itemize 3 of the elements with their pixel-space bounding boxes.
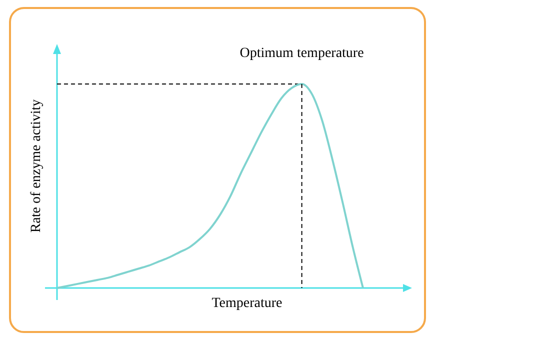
x-axis-title: Temperature	[212, 296, 282, 311]
annotation: Optimum temperature	[240, 46, 364, 61]
y-axis-title: Rate of enzyme activity	[29, 99, 44, 233]
